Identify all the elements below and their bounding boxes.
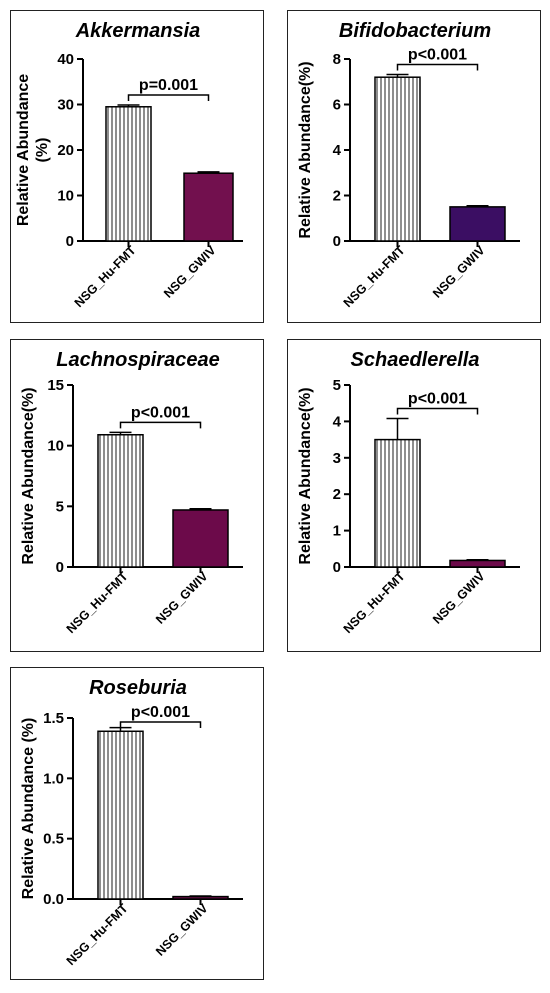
x-category-label: NSG_GWIV: [153, 569, 211, 627]
y-axis-label-line: (%): [34, 138, 51, 163]
p-value-label: p=0.001: [139, 77, 198, 94]
y-tick-label: 40: [57, 51, 74, 68]
y-axis-label: Relative Abundance(%): [297, 61, 314, 238]
bar-NSG_GWIV: [183, 172, 234, 242]
bar-NSG_Hu-FMT: [97, 433, 144, 568]
y-tick-label: 1.5: [43, 710, 64, 727]
p-value-label: p<0.001: [408, 46, 467, 63]
chart-panel-roseburia: Roseburia Relative Abundance (%) 0.0 0.5 1.0…: [10, 667, 264, 980]
y-axis-label: Relative Abundance(%): [20, 387, 37, 564]
y-tick-label: 5: [56, 498, 64, 515]
chart-panel-schaedlerella: Schaedlerella Relative Abundance(%) 0 1 2 3 4 5…: [287, 339, 541, 652]
x-category-label: NSG_GWIV: [161, 243, 219, 301]
y-axis-label: Relative Abundance(%): [297, 387, 314, 564]
y-tick-label: 2: [333, 486, 341, 503]
x-category-label: NSG_Hu-FMT: [341, 569, 408, 636]
significance-bracket: [119, 421, 202, 429]
y-tick-label: 3: [333, 450, 341, 467]
y-tick-label: 15: [47, 377, 64, 394]
y-tick-label: 0: [333, 233, 341, 250]
bar-NSG_Hu-FMT: [374, 76, 421, 242]
y-tick-label: 0.0: [43, 891, 64, 908]
y-tick-label: 1.0: [43, 770, 64, 787]
chart-title: Schaedlerella: [351, 349, 480, 371]
y-axis-label: Relative Abundance (%): [20, 718, 37, 900]
y-tick-label: 2: [333, 188, 341, 205]
chart-panel-akkermansia: Akkermansia Relative Abundance (%) 0 10 20 30 4…: [10, 10, 264, 323]
y-tick-label: 1: [333, 523, 341, 540]
chart-title: Lachnospiraceae: [56, 349, 219, 371]
bar-NSG_Hu-FMT: [374, 438, 421, 568]
y-axis-label-line: Relative Abundance (%): [20, 718, 37, 900]
x-category-label: NSG_Hu-FMT: [72, 243, 139, 310]
y-tick-label: 10: [57, 188, 74, 205]
y-axis-label-line: Relative Abundance(%): [297, 387, 314, 564]
p-value-label: p<0.001: [131, 404, 190, 421]
bar-NSG_GWIV: [172, 509, 229, 568]
y-tick-label: 0: [56, 559, 64, 576]
y-axis-label: Relative Abundance(%): [15, 74, 51, 226]
significance-bracket: [396, 407, 479, 415]
x-category-label: NSG_GWIV: [153, 901, 211, 959]
p-value-label: p<0.001: [408, 390, 467, 407]
chart-panel-lachnospiraceae: Lachnospiraceae Relative Abundance(%) 0 5 10…: [10, 339, 264, 652]
y-tick-label: 20: [57, 142, 74, 159]
significance-bracket: [119, 721, 202, 728]
bar-NSG_GWIV: [449, 206, 506, 242]
x-category-label: NSG_Hu-FMT: [64, 569, 131, 636]
y-tick-label: 5: [333, 377, 341, 394]
y-axis-label-line: Relative Abundance(%): [297, 61, 314, 238]
y-tick-label: 10: [47, 438, 64, 455]
bar-NSG_GWIV: [449, 559, 506, 568]
p-value-label: p<0.001: [131, 704, 190, 721]
bar-NSG_Hu-FMT: [105, 106, 152, 242]
y-tick-label: 8: [333, 51, 341, 68]
chart-title: Roseburia: [89, 677, 187, 699]
x-category-label: NSG_GWIV: [430, 569, 488, 627]
y-tick-label: 6: [333, 97, 341, 114]
significance-bracket: [396, 63, 479, 71]
x-category-label: NSG_GWIV: [430, 243, 488, 301]
y-tick-label: 0.5: [43, 831, 64, 848]
chart-title: Akkermansia: [75, 20, 201, 42]
y-tick-label: 4: [333, 142, 342, 159]
x-category-label: NSG_Hu-FMT: [341, 243, 408, 310]
y-tick-label: 0: [333, 559, 341, 576]
significance-bracket: [127, 94, 210, 101]
x-category-label: NSG_Hu-FMT: [64, 901, 131, 968]
y-axis-label-line: Relative Abundance: [15, 74, 32, 226]
chart-panel-bifidobacterium: Bifidobacterium Relative Abundance(%) 0 2 4 6…: [287, 10, 541, 323]
y-tick-label: 30: [57, 97, 74, 114]
y-tick-label: 4: [333, 413, 342, 430]
y-axis-label-line: Relative Abundance(%): [20, 387, 37, 564]
bar-NSG_GWIV: [172, 895, 229, 900]
bar-NSG_Hu-FMT: [97, 730, 144, 900]
y-tick-label: 0: [66, 233, 74, 250]
chart-title: Bifidobacterium: [339, 20, 491, 42]
